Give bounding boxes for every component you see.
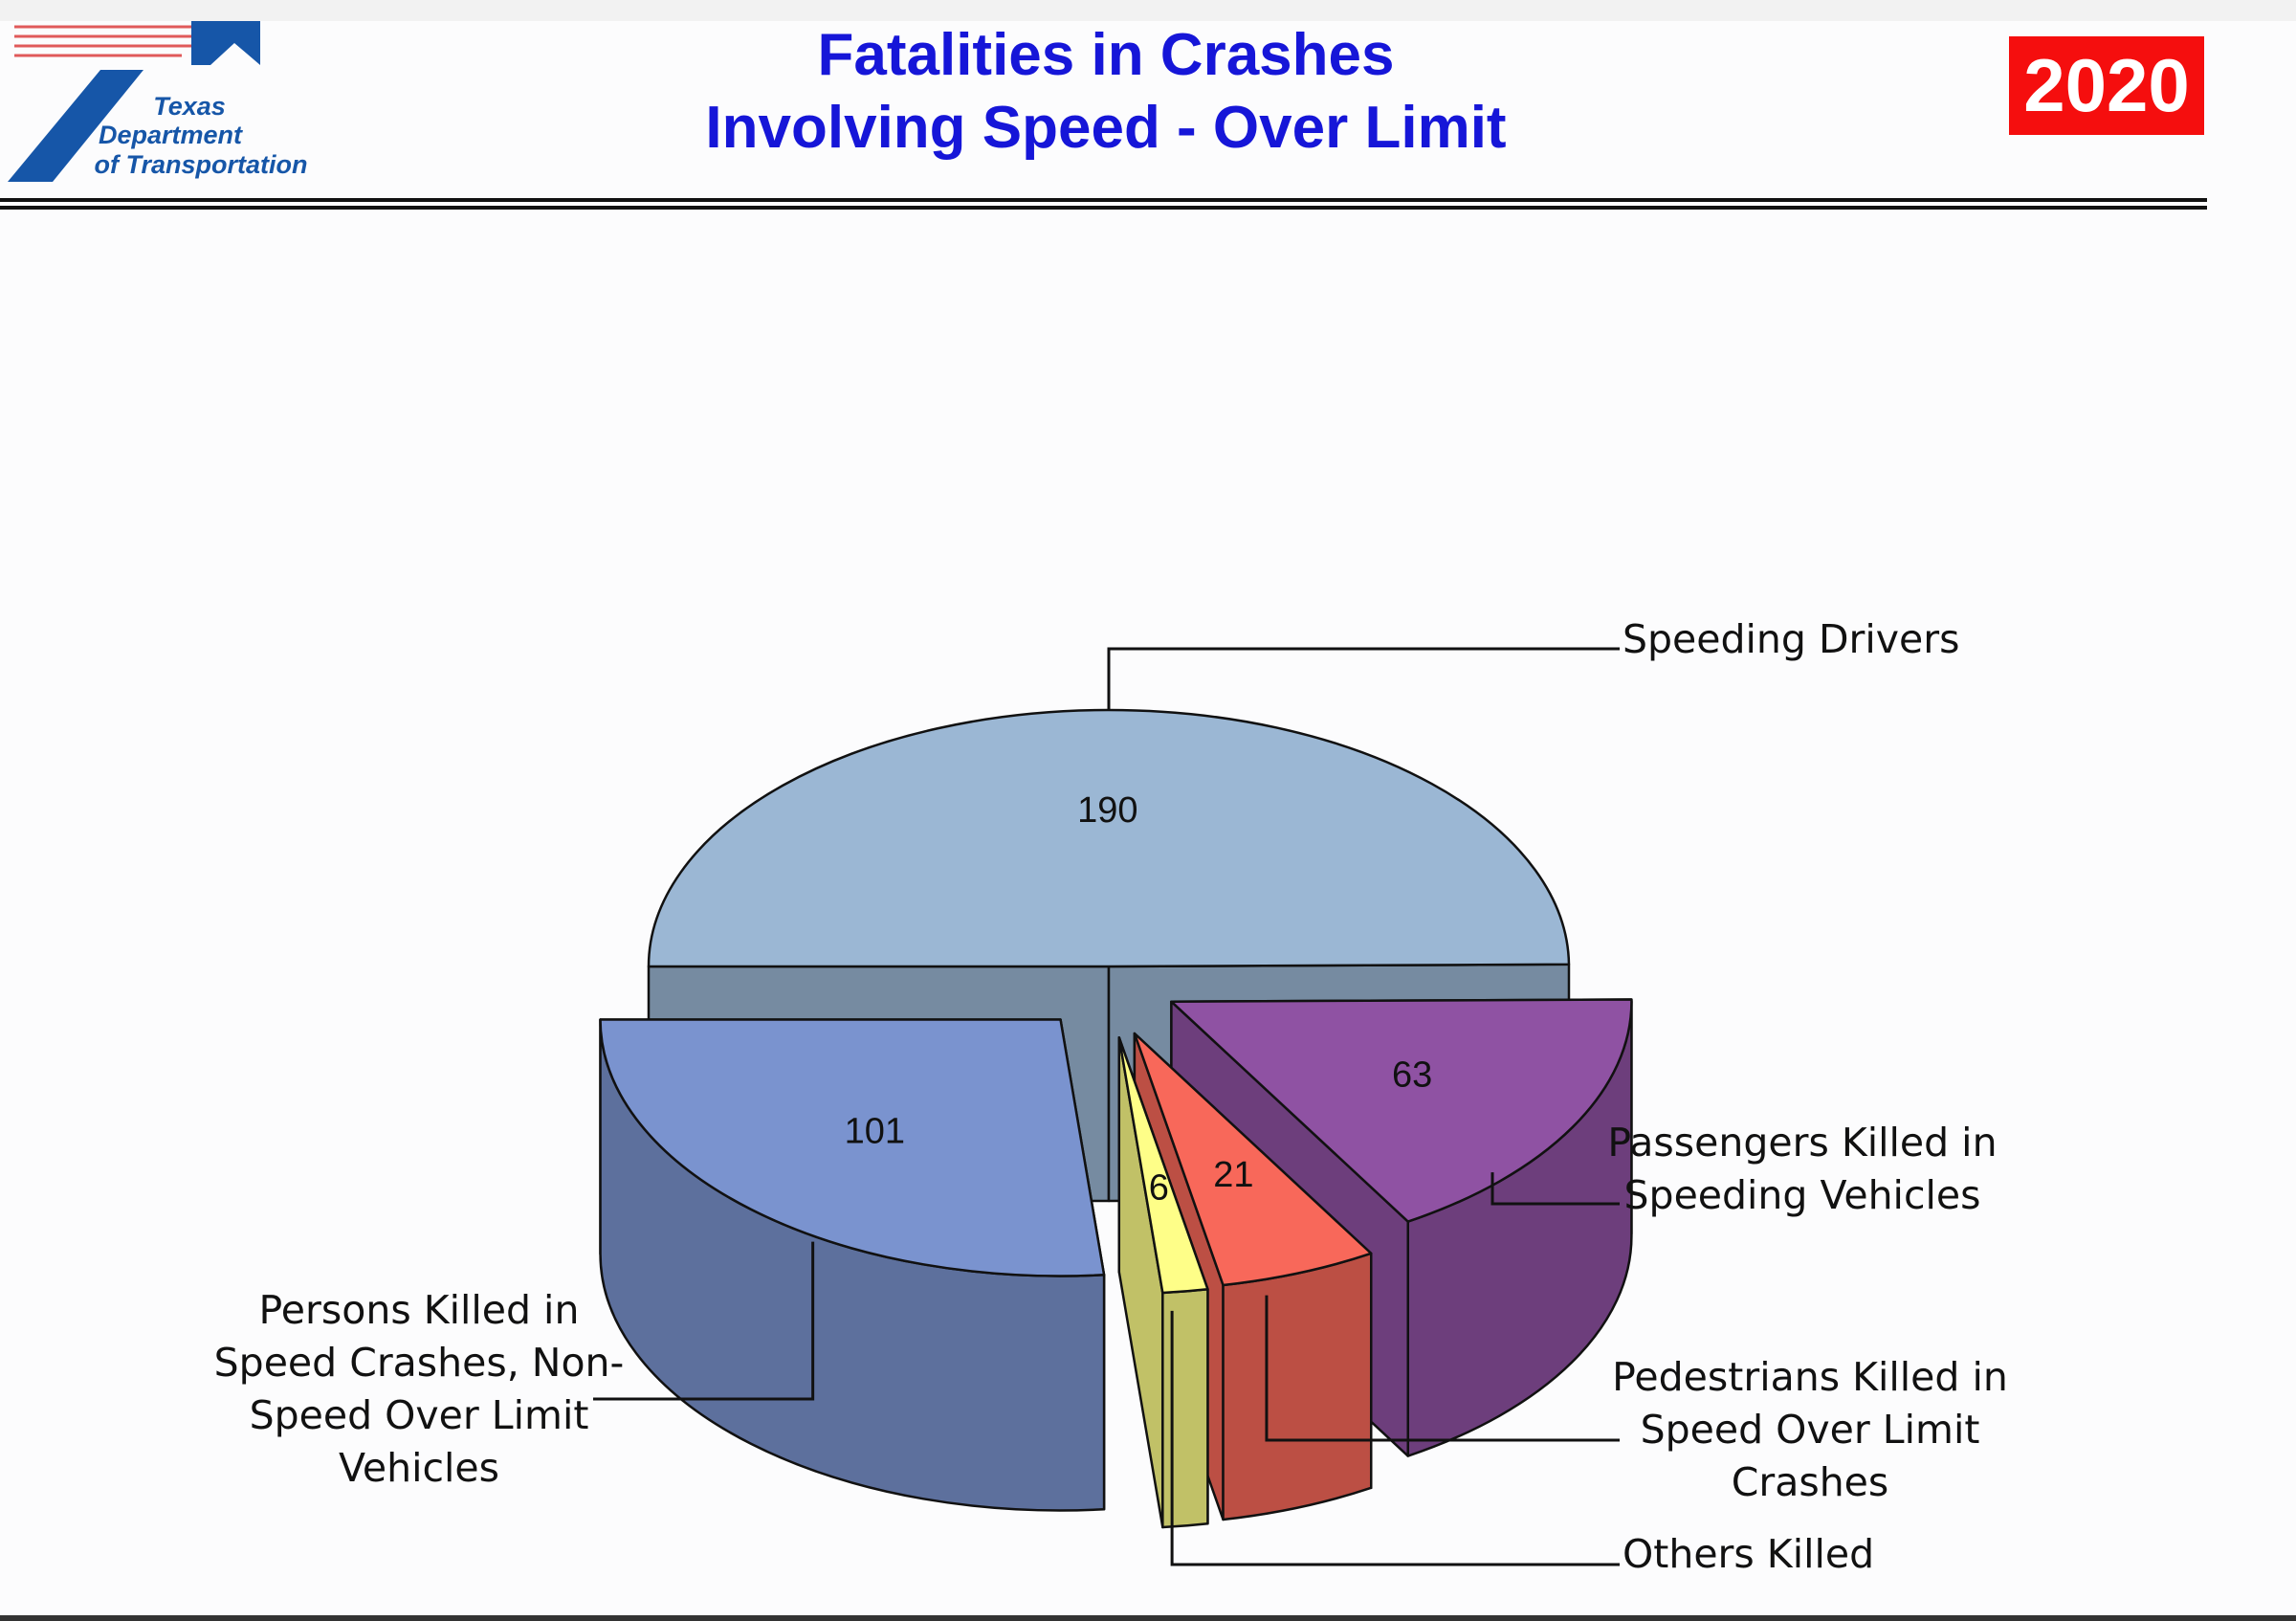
value-label: 63 [1392,1055,1432,1095]
year-badge: 2020 [2009,36,2204,135]
slice [1133,1032,1373,1287]
slice [1117,1035,1209,1295]
category-label: Pedestrians Killed in Speed Over Limit C… [1612,1354,2008,1505]
value-label: 21 [1213,1155,1253,1195]
value-label: 6 [1149,1167,1169,1208]
value-label: 101 [845,1111,905,1151]
leader-line [593,1241,815,1401]
logo-text: Texas [153,92,226,121]
chart-title: Involving Speed - Over Limit [705,95,1507,161]
leader-line [1170,1310,1620,1566]
logo-text: of Transportation [94,150,307,179]
category-label: Persons Killed in Speed Crashes, Non-Spe… [213,1287,625,1491]
value-label: 190 [1077,790,1137,831]
category-label: Others Killed [1623,1531,1875,1577]
top-strip [0,0,2296,21]
slice-wall [1222,1252,1373,1521]
category-label: Passengers Killed in Speeding Vehicles [1607,1120,1998,1218]
logo: Texas Department of Transportation [8,21,308,182]
leader-line [1265,1295,1620,1442]
bottom-strip [0,1615,2296,1621]
leader-line [1107,647,1620,710]
chart-title: Fatalities in Crashes [817,22,1395,88]
slice [599,1018,1106,1277]
slice [647,709,1571,968]
slice [1170,998,1633,1223]
slice-wall [1161,1287,1209,1529]
logo-text: Department [99,121,243,149]
leader-line [1490,1172,1620,1206]
category-label: Speeding Drivers [1623,616,1960,662]
